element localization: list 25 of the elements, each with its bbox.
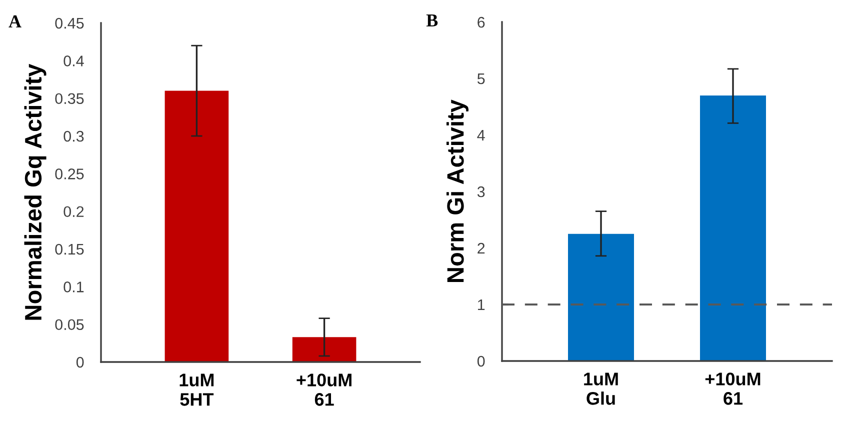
y-tick-label: 6 (478, 16, 485, 28)
y-tick-label: 0 (477, 356, 485, 367)
y-tick-label: 0.15 (55, 244, 84, 255)
y-tick-label: 0.1 (64, 282, 84, 292)
y-tick-label: 0.25 (55, 168, 84, 180)
x-tick-label: +10uM 61 (705, 372, 760, 405)
y-tick-label: 0.3 (64, 130, 84, 142)
y-tick-label: 0.05 (55, 319, 84, 330)
y-tick-label: 2 (478, 242, 485, 254)
x-tick-label: +10uM 61 (296, 374, 352, 406)
y-tick-label: 3 (477, 186, 485, 198)
y-tick-label: 0.35 (55, 93, 84, 104)
x-tick-label: 1uM 5HT (180, 374, 214, 406)
y-tick-label: 0.4 (64, 56, 84, 66)
y-tick-label: 0.45 (55, 18, 84, 29)
chart-title: A (8, 15, 22, 28)
chart-title: B (426, 14, 438, 26)
y-tick-label: 0 (76, 356, 84, 368)
y-tick-label: 5 (477, 74, 485, 84)
y-tick-label: 1 (478, 300, 485, 310)
x-tick-label: 1uM Glu (584, 372, 618, 405)
y-axis-title: Norm Gi Activity (446, 100, 469, 282)
y-axis-title: Normalized Gq Activity (24, 64, 46, 320)
y-tick-label: 0.2 (64, 206, 84, 218)
y-tick-label: 4 (477, 130, 485, 141)
